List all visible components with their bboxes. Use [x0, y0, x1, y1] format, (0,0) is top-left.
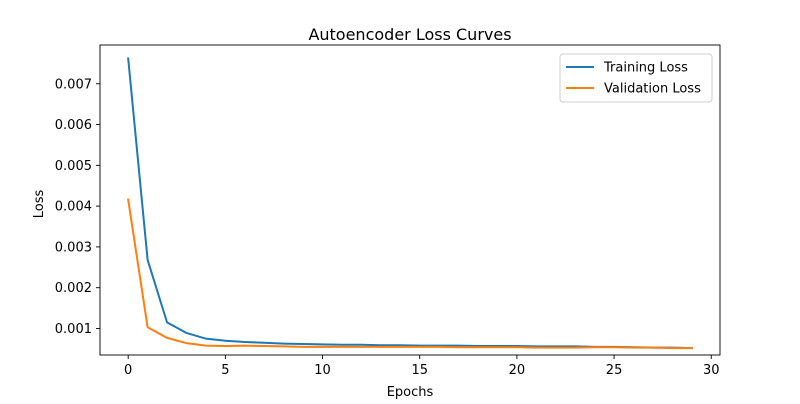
- x-axis-title: Epochs: [387, 385, 434, 400]
- x-axis-ticks: 0 5 10 15 20 25 30: [124, 355, 720, 378]
- y-tick-label: 0.007: [55, 77, 92, 92]
- y-tick-label: 0.006: [55, 118, 92, 133]
- axes-frame: [99, 44, 721, 356]
- x-tick-label: 5: [221, 363, 229, 378]
- x-tick-label: 25: [606, 363, 623, 378]
- y-tick-label: 0.004: [55, 200, 92, 215]
- y-tick-label: 0.005: [55, 159, 92, 174]
- y-tick-label: 0.003: [55, 240, 92, 255]
- x-tick-label: 10: [314, 363, 331, 378]
- chart-title: Autoencoder Loss Curves: [308, 25, 511, 44]
- y-axis-title: Loss: [32, 190, 47, 219]
- legend-box: [559, 53, 713, 103]
- x-tick-label: 20: [509, 363, 526, 378]
- series-lines: [127, 57, 693, 350]
- legend: Training Loss Validation Loss: [559, 53, 713, 103]
- y-tick-label: 0.001: [55, 322, 92, 337]
- validation-loss-line: [127, 198, 693, 350]
- legend-label-validation: Validation Loss: [604, 82, 701, 97]
- x-tick-label: 15: [411, 363, 428, 378]
- x-tick-label: 30: [703, 363, 720, 378]
- y-axis-ticks: 0.001 0.002 0.003 0.004 0.005 0.006 0.007: [55, 77, 100, 337]
- y-tick-label: 0.002: [55, 281, 92, 296]
- legend-label-training: Training Loss: [603, 61, 688, 76]
- x-tick-label: 0: [124, 363, 132, 378]
